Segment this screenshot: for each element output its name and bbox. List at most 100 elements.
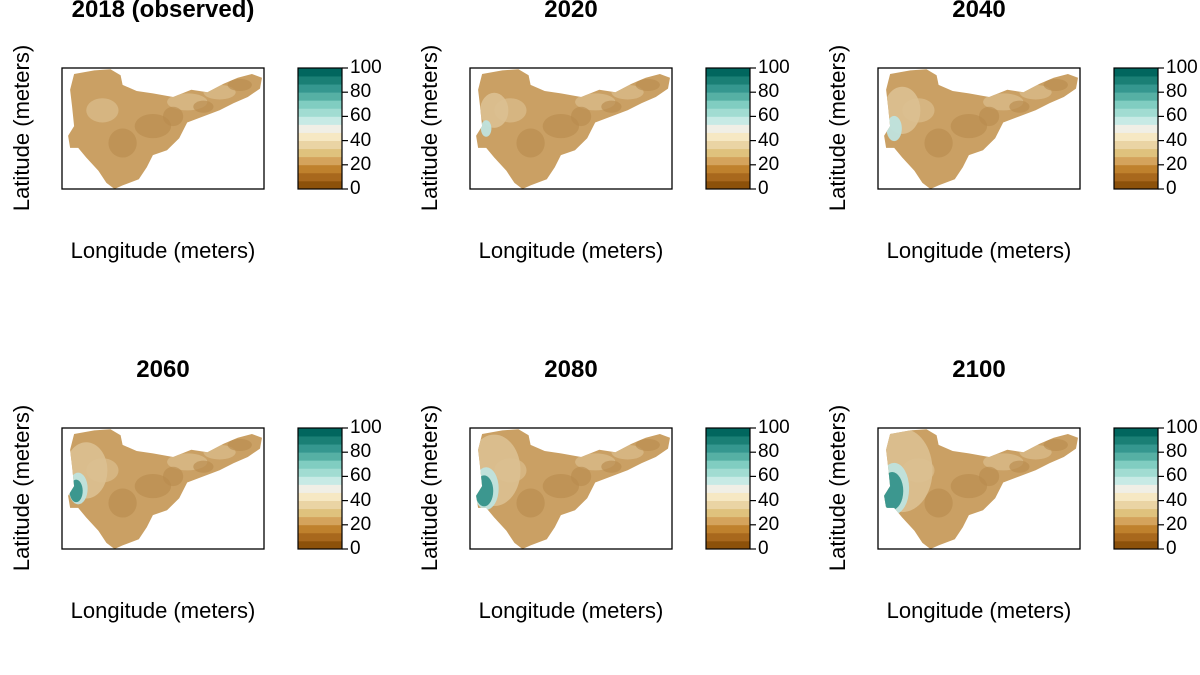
colorbar-segment bbox=[706, 124, 750, 133]
colorbar-tick-label: 40 bbox=[350, 489, 372, 511]
map-shade-mark bbox=[163, 466, 184, 487]
chart-title: 2100 bbox=[952, 356, 1006, 383]
x-axis-label: Longitude (meters) bbox=[70, 598, 256, 623]
colorbar-segment bbox=[1114, 452, 1158, 461]
x-axis-label: Longitude (meters) bbox=[70, 238, 256, 263]
colorbar-segment bbox=[298, 460, 342, 469]
colorbar-segment bbox=[1114, 132, 1158, 141]
colorbar-tick-label: 100 bbox=[758, 57, 790, 78]
colorbar-segment bbox=[706, 68, 750, 77]
plot-frame bbox=[469, 427, 673, 550]
colorbar-segment bbox=[298, 452, 342, 461]
colorbar-segment bbox=[298, 148, 342, 158]
colorbar-tick-label: 100 bbox=[350, 57, 382, 78]
colorbar-tick-label: 20 bbox=[1166, 513, 1188, 535]
colorbar-segment bbox=[298, 108, 342, 117]
map-shade-mark bbox=[635, 78, 660, 91]
colorbar-segment bbox=[706, 148, 750, 158]
colorbar-segment bbox=[298, 132, 342, 141]
colorbar-segment bbox=[1114, 436, 1158, 445]
colorbar-tick-label: 60 bbox=[758, 465, 780, 487]
map-shade-mark bbox=[635, 438, 660, 451]
colorbar-segment bbox=[706, 492, 750, 501]
map-shade-mark bbox=[924, 128, 953, 158]
colorbar-tick-label: 100 bbox=[1166, 57, 1198, 78]
colorbar-tick-label: 0 bbox=[1166, 178, 1177, 199]
colorbar-tick-label: 20 bbox=[350, 513, 372, 535]
colorbar-segment bbox=[1114, 468, 1158, 477]
map-shade-mark bbox=[134, 113, 172, 139]
map-shade-mark bbox=[979, 106, 1000, 127]
colorbar-segment bbox=[298, 92, 342, 101]
map-shade-mark bbox=[979, 466, 1000, 487]
colorbar-frame bbox=[705, 67, 751, 190]
map-shade-mark bbox=[924, 488, 953, 518]
colorbar-segment bbox=[706, 484, 750, 493]
chart-panel: 2060 Longitude (meters) Latitude (meters) 0… bbox=[0, 356, 400, 675]
map-shade-mark bbox=[108, 128, 137, 158]
colorbar-segment bbox=[1114, 428, 1158, 437]
x-axis-label: Longitude (meters) bbox=[886, 238, 1072, 263]
chart-panel: 2080 Longitude (meters) Latitude (meters) 0… bbox=[408, 356, 808, 675]
chart-svg bbox=[469, 427, 756, 550]
map-shading bbox=[86, 78, 252, 158]
chart-title: 2060 bbox=[136, 356, 190, 383]
colorbar-frame bbox=[297, 427, 343, 550]
chart-title: 2080 bbox=[544, 356, 598, 383]
colorbar-tick-label: 40 bbox=[758, 129, 780, 151]
plot-frame bbox=[61, 67, 265, 190]
chart-svg bbox=[469, 67, 756, 190]
colorbar-tick-label: 80 bbox=[350, 441, 372, 463]
chart-title: 2020 bbox=[544, 0, 598, 23]
colorbar-tick-label: 0 bbox=[350, 538, 361, 559]
map-shade-mark bbox=[193, 460, 214, 473]
map-shade-mark bbox=[86, 98, 119, 123]
colorbar-segment bbox=[298, 76, 342, 85]
map-shade-mark bbox=[571, 466, 592, 487]
colorbar-segment bbox=[298, 428, 342, 437]
colorbar-tick-label: 60 bbox=[350, 465, 372, 487]
colorbar-tick-label: 40 bbox=[350, 129, 372, 151]
colorbar-segment bbox=[706, 132, 750, 141]
colorbar-segment bbox=[706, 436, 750, 445]
y-axis-label: Latitude (meters) bbox=[417, 404, 442, 572]
plot-frame bbox=[877, 67, 1081, 190]
chart-title: 2040 bbox=[952, 0, 1006, 23]
colorbar-segment bbox=[298, 508, 342, 518]
map-shade-mark bbox=[542, 473, 580, 499]
colorbar-segment bbox=[706, 468, 750, 477]
map-teal-light-patch bbox=[480, 120, 492, 137]
colorbar-segment bbox=[1114, 172, 1158, 182]
colorbar-segment bbox=[1114, 476, 1158, 485]
colorbar-segment bbox=[1114, 148, 1158, 158]
colorbar-segment bbox=[298, 468, 342, 477]
chart-svg bbox=[877, 67, 1164, 190]
colorbar-segment bbox=[298, 524, 342, 534]
colorbar-frame bbox=[297, 67, 343, 190]
colorbar-segment bbox=[1114, 484, 1158, 493]
map-teal-patch bbox=[476, 475, 494, 507]
colorbar-segment bbox=[706, 508, 750, 518]
colorbar-segment bbox=[298, 164, 342, 174]
map-shading bbox=[884, 78, 1068, 158]
colorbar-segment bbox=[706, 452, 750, 461]
colorbar-segment bbox=[1114, 516, 1158, 526]
colorbar-segment bbox=[706, 180, 750, 190]
colorbar-tick-label: 60 bbox=[1166, 105, 1188, 127]
map-shade-mark bbox=[108, 488, 137, 518]
colorbar-segment bbox=[298, 156, 342, 166]
colorbar-segment bbox=[298, 516, 342, 526]
colorbar-segment bbox=[1114, 156, 1158, 166]
map-shade-mark bbox=[227, 78, 252, 91]
x-axis-label: Longitude (meters) bbox=[886, 598, 1072, 623]
plot-frame bbox=[61, 427, 265, 550]
colorbar-segment bbox=[1114, 524, 1158, 534]
map-shade-mark bbox=[950, 113, 988, 139]
colorbar-segment bbox=[298, 484, 342, 493]
map-shade-mark bbox=[601, 460, 622, 473]
map-shade-mark bbox=[601, 100, 622, 113]
colorbar-segment bbox=[1114, 124, 1158, 133]
colorbar-segment bbox=[1114, 116, 1158, 125]
colorbar-segment bbox=[706, 92, 750, 101]
map-teal-light-patch bbox=[886, 115, 902, 142]
